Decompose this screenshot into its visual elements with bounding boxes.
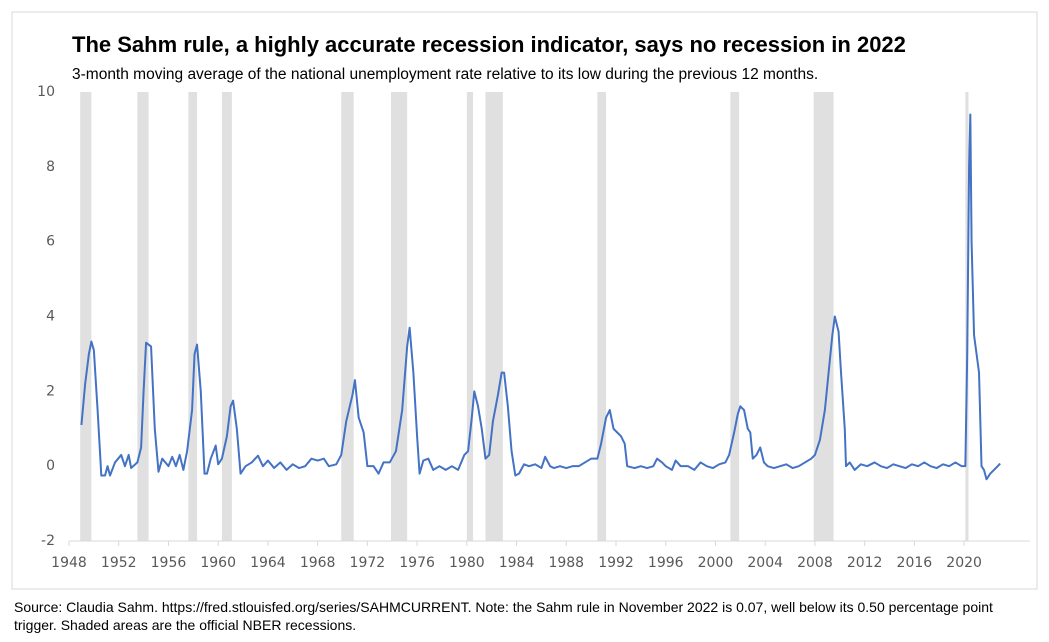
y-tick-label: 0 <box>46 458 55 474</box>
x-tick-label: 2020 <box>946 555 982 571</box>
x-tick-label: 1984 <box>499 555 535 571</box>
x-tick-label: 1972 <box>350 555 386 571</box>
x-tick-label: 2016 <box>897 555 933 571</box>
recession-band <box>730 92 740 541</box>
x-tick-label: 1956 <box>151 555 187 571</box>
y-tick-label: 10 <box>37 84 55 100</box>
x-tick-label: 1988 <box>548 555 584 571</box>
recession-band <box>80 92 92 541</box>
recession-band <box>221 92 232 541</box>
recession-band <box>466 92 474 541</box>
x-tick-label: 1968 <box>300 555 336 571</box>
recession-band <box>390 92 408 541</box>
recession-band <box>813 92 834 541</box>
x-tick-label: 1980 <box>449 555 485 571</box>
source-note: Source: Claudia Sahm. https://fred.stlou… <box>14 599 993 633</box>
x-tick-label: 2008 <box>797 555 833 571</box>
x-tick-label: 1948 <box>51 555 87 571</box>
x-tick-label: 1976 <box>399 555 435 571</box>
chart-border <box>11 11 1038 590</box>
x-tick-label: 1960 <box>200 555 236 571</box>
x-tick-label: 1964 <box>250 555 286 571</box>
recession-band <box>341 92 354 541</box>
recession-band <box>485 92 503 541</box>
chart-subtitle: 3-month moving average of the national u… <box>72 66 818 83</box>
x-tick-label: 2000 <box>698 555 734 571</box>
y-tick-label: 8 <box>46 159 55 175</box>
recession-band <box>597 92 607 541</box>
x-tick-label: 2004 <box>747 555 783 571</box>
y-tick-label: 4 <box>46 309 55 325</box>
y-tick-label: -2 <box>41 533 55 549</box>
x-tick-label: 1996 <box>648 555 684 571</box>
chart-title: The Sahm rule, a highly accurate recessi… <box>72 32 906 57</box>
y-tick-label: 6 <box>46 234 55 250</box>
recession-band <box>188 92 198 541</box>
y-tick-label: 2 <box>46 383 55 399</box>
series-line <box>80 113 1001 481</box>
x-tick-label: 1952 <box>101 555 137 571</box>
recession-band <box>137 92 149 541</box>
x-tick-label: 2012 <box>847 555 883 571</box>
x-tick-label: 1992 <box>598 555 634 571</box>
